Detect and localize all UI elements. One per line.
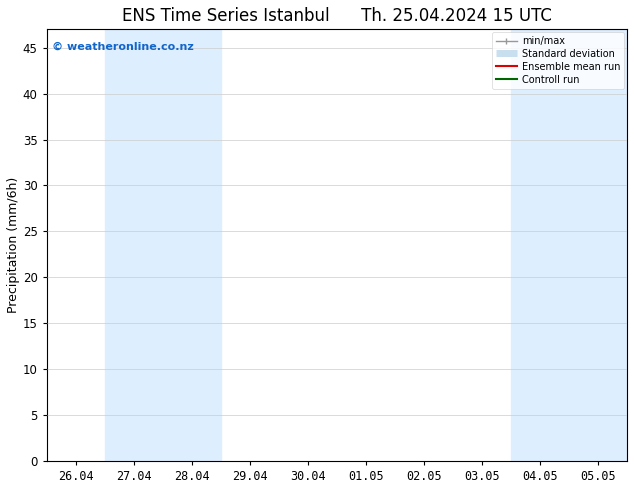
- Bar: [511, 29, 569, 461]
- Bar: [105, 29, 163, 461]
- Title: ENS Time Series Istanbul      Th. 25.04.2024 15 UTC: ENS Time Series Istanbul Th. 25.04.2024 …: [122, 7, 552, 25]
- Bar: [569, 29, 627, 461]
- Bar: [163, 29, 221, 461]
- Y-axis label: Precipitation (mm/6h): Precipitation (mm/6h): [7, 177, 20, 313]
- Legend: min/max, Standard deviation, Ensemble mean run, Controll run: min/max, Standard deviation, Ensemble me…: [491, 32, 624, 89]
- Text: © weatheronline.co.nz: © weatheronline.co.nz: [53, 42, 194, 52]
